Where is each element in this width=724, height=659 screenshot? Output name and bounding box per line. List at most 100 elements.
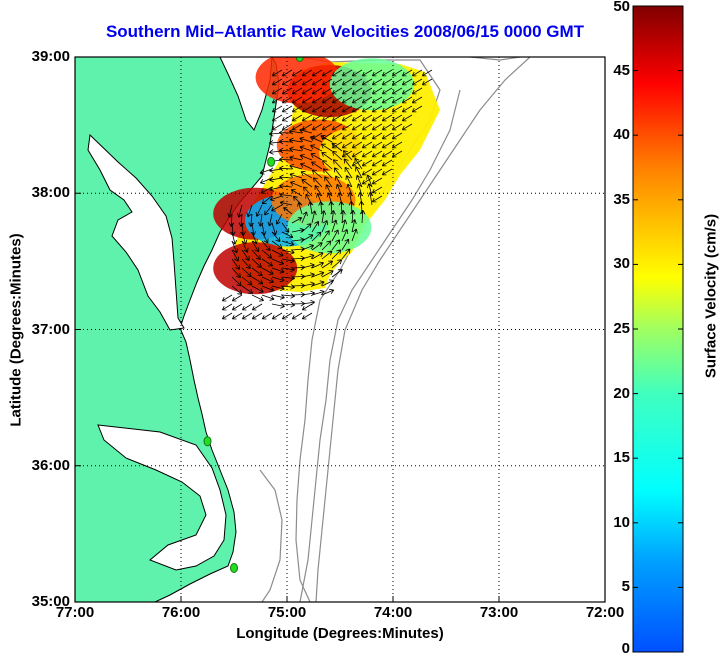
velocity-vector	[354, 157, 363, 170]
velocity-vector	[314, 185, 323, 197]
velocity-vector	[381, 105, 393, 113]
velocity-vector	[271, 87, 283, 95]
velocity-vector	[351, 114, 363, 122]
velocity-vector	[281, 231, 294, 239]
velocity-vector	[251, 294, 264, 302]
velocity-vector	[341, 96, 353, 104]
velocity-vector	[421, 78, 433, 86]
velocity-vector	[241, 312, 253, 320]
velocity-vector	[341, 105, 353, 113]
velocity-vector	[291, 114, 303, 122]
velocity-vector	[351, 69, 363, 77]
velocity-vector	[361, 123, 373, 131]
velocity-vector	[331, 78, 343, 86]
velocity-vector	[391, 96, 403, 104]
velocity-vector	[320, 143, 333, 152]
velocity-vector	[311, 221, 319, 233]
velocity-vector	[299, 136, 313, 143]
velocity-vector	[401, 105, 413, 113]
velocity-vector	[279, 174, 293, 181]
velocity-vector	[281, 240, 295, 247]
y-tick-label: 39:00	[31, 48, 70, 65]
velocity-vector	[318, 201, 324, 215]
velocity-vector	[299, 145, 313, 152]
velocity-vector	[271, 69, 283, 77]
velocity-vector	[289, 137, 303, 144]
velocity-vector	[279, 183, 293, 189]
velocity-vector	[325, 184, 333, 197]
bathy-contour-outer	[315, 57, 531, 602]
velocity-vector	[311, 231, 322, 242]
velocity-vector	[291, 69, 303, 77]
velocity-vector	[302, 186, 313, 197]
velocity-vector	[351, 123, 363, 131]
velocity-vector	[255, 204, 263, 217]
velocity-vector	[331, 219, 338, 233]
velocity-vector	[279, 200, 293, 206]
velocity-vector	[321, 87, 333, 95]
velocity-vector	[271, 231, 281, 242]
velocity-vector	[289, 128, 303, 135]
velocity-vector	[310, 153, 323, 161]
velocity-vector	[341, 78, 353, 86]
velocity-vector	[307, 201, 314, 215]
x-tick-label: 76:00	[161, 604, 201, 621]
velocity-vector	[311, 271, 325, 278]
velocity-vector	[401, 123, 413, 131]
velocity-vector	[342, 150, 353, 161]
velocity-vector	[401, 87, 413, 95]
velocity-vector	[261, 276, 274, 284]
velocity-vector	[269, 195, 283, 202]
velocity-vector	[311, 123, 323, 131]
velocity-vector	[301, 78, 313, 86]
velocity-vector	[261, 294, 275, 301]
colorbar-tick-label: 20	[613, 384, 630, 402]
velocity-vector	[361, 168, 373, 176]
velocity-vector	[312, 177, 323, 188]
velocity-vector	[341, 228, 349, 242]
velocity-vector	[251, 267, 263, 276]
y-tick-label: 36:00	[31, 456, 70, 474]
velocity-vector	[351, 159, 363, 167]
velocity-vector	[361, 150, 373, 158]
velocity-vector	[351, 132, 363, 140]
bathy-contour-slope	[299, 57, 521, 602]
velocity-vector	[381, 69, 393, 77]
velocity-vector	[321, 78, 333, 86]
velocity-vector	[289, 146, 303, 153]
velocity-vector	[343, 158, 353, 170]
velocity-vector	[311, 289, 325, 296]
velocity-vector	[321, 230, 330, 242]
velocity-vector	[401, 78, 413, 86]
velocity-vector	[321, 288, 335, 296]
velocity-vector	[371, 168, 383, 176]
velocity-vector	[291, 227, 305, 233]
velocity-vector	[251, 312, 263, 320]
velocity-vector	[290, 189, 303, 197]
velocity-vector	[221, 303, 233, 311]
velocity-vector	[231, 285, 243, 295]
velocity-vector	[351, 228, 358, 242]
velocity-vector	[269, 186, 283, 192]
velocity-vector	[231, 249, 239, 262]
velocity-vector	[381, 114, 393, 122]
velocity-vector	[261, 312, 273, 320]
velocity-vector	[371, 141, 383, 149]
velocity-vector	[261, 285, 275, 292]
velocity-vector	[322, 168, 333, 179]
velocity-vector	[301, 223, 312, 233]
velocity-vector	[259, 177, 273, 185]
velocity-vector	[301, 299, 315, 306]
velocity-vector	[281, 87, 293, 95]
velocity-vector	[330, 210, 336, 224]
velocity-vector	[299, 154, 313, 161]
velocity-vector	[381, 168, 393, 176]
velocity-vector	[311, 161, 323, 170]
colorbar-tick-label: 30	[613, 255, 630, 273]
radar-site-marker	[230, 562, 238, 573]
chart-title: Southern Mid–Atlantic Raw Velocities 200…	[105, 22, 585, 41]
velocity-vector	[301, 211, 308, 224]
velocity-vector	[371, 195, 383, 203]
velocity-vector	[371, 132, 383, 140]
velocity-vector	[301, 281, 315, 288]
